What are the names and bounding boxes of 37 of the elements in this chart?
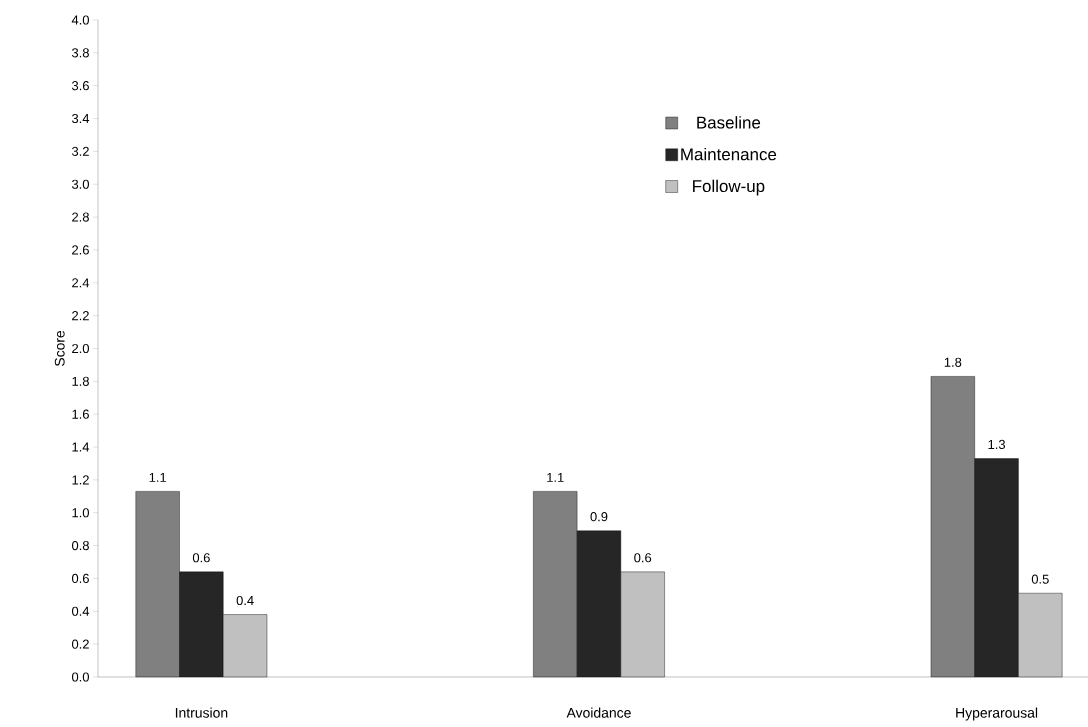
- x-tick-label: Hyperarousal: [956, 707, 1038, 721]
- data-label: 0.4: [236, 595, 254, 606]
- data-label: 0.9: [590, 512, 608, 522]
- data-label: 1.3: [988, 439, 1006, 450]
- y-tick-label: 0.8: [71, 541, 89, 551]
- data-label: 0.6: [634, 553, 652, 563]
- y-tick-label: 2.2: [72, 311, 89, 321]
- y-tick-label: 3.4: [71, 113, 90, 124]
- legend-label: Maintenance: [681, 147, 777, 161]
- legend-label: Follow-up: [693, 179, 765, 196]
- y-tick-label: 2.4: [72, 278, 90, 288]
- y-tick-label: 1.2: [72, 475, 89, 485]
- y-tick-label: 0.0: [71, 672, 89, 682]
- x-tick-label: Intrusion: [175, 707, 228, 718]
- y-tick-label: 1.0: [72, 508, 89, 518]
- y-tick-label: 2.0: [72, 343, 89, 354]
- y-axis-title: Score: [54, 330, 65, 367]
- y-tick-label: 2.6: [72, 245, 89, 255]
- y-tick-label: 3.6: [71, 81, 89, 91]
- y-tick-label: 3.8: [71, 48, 89, 58]
- y-tick-label: 1.6: [72, 409, 89, 419]
- data-label: 0.6: [192, 553, 210, 563]
- y-tick-label: 3.2: [71, 146, 89, 156]
- y-tick-label: 3.0: [71, 179, 89, 189]
- y-tick-label: 0.4: [71, 606, 90, 616]
- y-tick-label: 1.4: [72, 442, 90, 452]
- x-tick-label: Avoidance: [566, 707, 631, 718]
- legend-label: Baseline: [697, 116, 761, 129]
- data-label: 1.1: [547, 472, 564, 482]
- y-tick-label: 1.8: [72, 376, 89, 386]
- data-label: 0.5: [1031, 574, 1049, 584]
- y-tick-label: 2.8: [72, 212, 89, 222]
- y-tick-label: 0.2: [71, 639, 89, 649]
- y-tick-label: 0.6: [71, 573, 89, 584]
- y-tick-label: 4.0: [71, 15, 89, 25]
- data-label: 1.8: [944, 357, 962, 367]
- data-label: 1.1: [149, 472, 167, 482]
